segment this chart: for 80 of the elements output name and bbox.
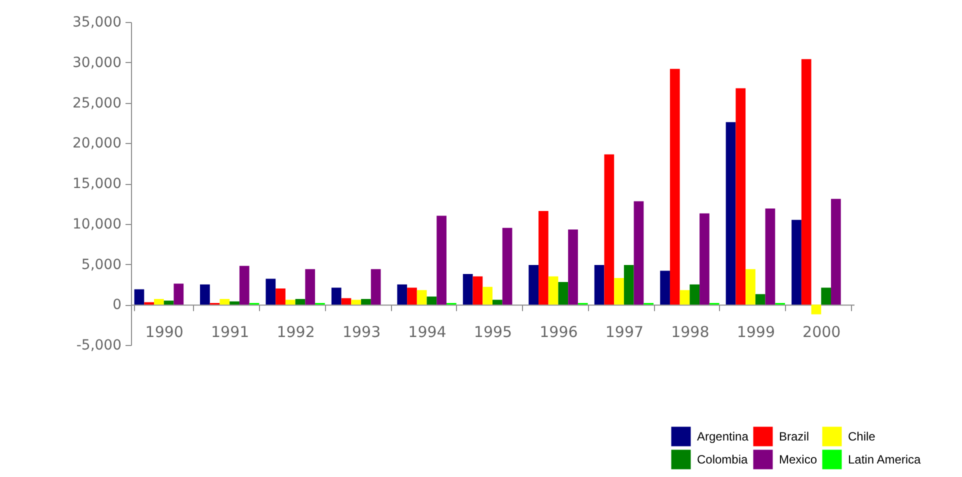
bar	[174, 284, 184, 305]
x-tick-label: 2000	[802, 323, 841, 342]
bar	[134, 289, 144, 305]
legend-label: Mexico	[779, 452, 818, 466]
bar	[624, 265, 634, 305]
bar	[239, 266, 250, 305]
bar	[341, 298, 352, 305]
bar	[568, 230, 578, 305]
bar	[528, 265, 539, 305]
x-tick-label: 1994	[408, 323, 446, 342]
y-tick-label: 5,000	[81, 256, 122, 273]
y-tick-label: 20,000	[72, 136, 122, 152]
bar	[538, 210, 548, 305]
bar	[492, 300, 502, 305]
bar	[604, 154, 614, 305]
bar	[220, 298, 230, 305]
legend-label: Brazil	[779, 430, 810, 444]
bar	[548, 276, 558, 305]
bar	[821, 288, 831, 305]
bar	[502, 228, 512, 305]
bar	[700, 213, 710, 305]
bar	[755, 294, 766, 305]
bar	[154, 298, 164, 305]
bar	[462, 274, 473, 305]
bar	[426, 296, 437, 305]
bar	[830, 198, 841, 305]
y-tick-label: 0	[112, 297, 122, 314]
x-tick-label: 1991	[210, 323, 250, 342]
bar	[266, 278, 276, 305]
bar	[736, 88, 746, 305]
bar	[472, 276, 483, 305]
legend-label: Latin America	[848, 452, 922, 466]
y-tick-label: 15,000	[72, 176, 122, 192]
legend-label: Colombia	[697, 452, 748, 466]
bar	[416, 290, 427, 305]
bar	[594, 265, 604, 305]
y-tick-label: -5,000	[76, 338, 122, 354]
x-tick-label: 1992	[276, 323, 315, 342]
bar	[436, 216, 446, 305]
bar	[370, 269, 381, 305]
bar	[351, 300, 362, 305]
y-tick-label: 30,000	[72, 54, 122, 71]
bar	[670, 68, 680, 305]
x-tick-label: 1996	[540, 323, 578, 342]
x-tick-label: 1995	[474, 323, 512, 342]
bar	[680, 290, 690, 305]
x-tick-label: 1997	[605, 323, 644, 342]
y-tick-label: 35,000	[72, 14, 122, 30]
bar	[407, 288, 417, 305]
bar	[295, 298, 306, 305]
bar	[811, 304, 822, 314]
bar	[558, 282, 568, 305]
bar	[200, 284, 210, 305]
bar	[361, 298, 371, 305]
bar	[660, 270, 670, 305]
bar	[726, 122, 736, 305]
x-tick-label: 1999	[736, 323, 776, 342]
y-tick-label: 10,000	[72, 216, 122, 232]
bar	[746, 269, 756, 305]
legend-label: Chile	[848, 430, 876, 444]
bar	[614, 278, 624, 305]
x-tick-label: 1993	[342, 323, 381, 342]
bar	[305, 269, 316, 305]
bar	[765, 208, 776, 305]
bar	[276, 288, 286, 305]
bar	[331, 288, 342, 305]
bar	[230, 301, 240, 305]
x-tick-label: 1998	[671, 323, 710, 342]
bar	[634, 201, 644, 305]
bar	[801, 59, 812, 305]
bar	[164, 300, 174, 305]
bar	[285, 300, 296, 305]
x-tick-label: 1990	[145, 323, 184, 342]
bar	[144, 302, 154, 305]
bar	[482, 286, 492, 305]
y-tick-label: 25,000	[72, 95, 122, 112]
bar	[792, 220, 802, 305]
legend-label: Argentina	[697, 430, 749, 444]
bar	[397, 284, 408, 305]
bar	[690, 284, 700, 305]
